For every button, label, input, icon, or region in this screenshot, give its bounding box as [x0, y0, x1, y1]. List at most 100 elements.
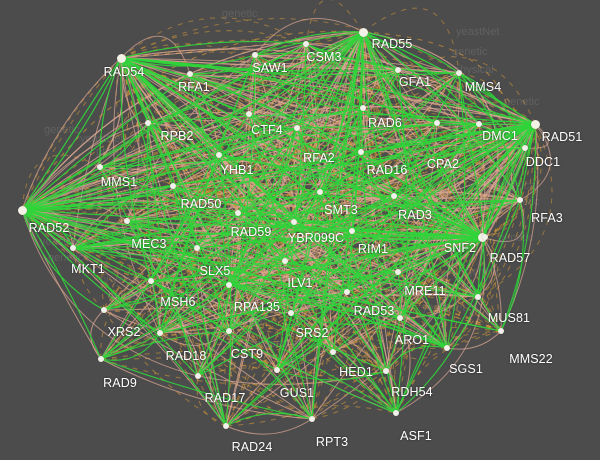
- graph-node-asf1[interactable]: [393, 410, 399, 416]
- graph-edge-yeastNet: [147, 31, 364, 124]
- graph-node-mus81[interactable]: [475, 294, 481, 300]
- graph-edge-physical: [481, 199, 525, 242]
- graph-node-dmc1[interactable]: [476, 121, 482, 127]
- graph-edge-genetic: [519, 123, 536, 201]
- graph-node-rad18[interactable]: [157, 330, 163, 336]
- graph-node-rad24[interactable]: [223, 423, 229, 429]
- graph-node-rad50[interactable]: [170, 183, 176, 189]
- graph-node-rpb2[interactable]: [145, 120, 151, 126]
- graph-node-gus1[interactable]: [274, 367, 280, 373]
- graph-node-ctf4[interactable]: [246, 111, 252, 117]
- graph-node-rpa135[interactable]: [226, 282, 232, 288]
- node-label-slx5: SLX5: [199, 264, 231, 278]
- graph-edge-yeastNet: [99, 31, 364, 168]
- graph-node-sgs1[interactable]: [444, 345, 450, 351]
- graph-edge-yeastNet: [126, 123, 536, 222]
- graph-node-rfa1[interactable]: [187, 71, 193, 77]
- graph-edge-yeastNet: [305, 43, 460, 74]
- graph-node-rdh54[interactable]: [383, 368, 389, 374]
- graph-node-rad9[interactable]: [98, 356, 104, 362]
- graph-edge-genetic: [159, 323, 502, 334]
- graph-edge-yeastNet: [217, 284, 230, 332]
- graph-node-msh6[interactable]: [148, 278, 154, 284]
- graph-edge-genetic: [126, 69, 399, 222]
- graph-edge-genetic: [397, 56, 536, 125]
- graph-node-yhb1[interactable]: [216, 152, 222, 158]
- graph-node-rpt3[interactable]: [309, 416, 315, 422]
- graph-node-ybr099c[interactable]: [291, 219, 297, 225]
- graph-node-mms22[interactable]: [498, 328, 504, 334]
- graph-node-slx5[interactable]: [194, 245, 200, 251]
- graph-node-smt3[interactable]: [317, 189, 323, 195]
- graph-edge-yeastNet: [296, 127, 397, 414]
- graph-edge-yeastNet: [248, 113, 334, 353]
- node-label-csm3: CSM3: [306, 50, 342, 64]
- node-label-mms4: MMS4: [464, 80, 502, 94]
- graph-edge-yeastNet: [276, 123, 536, 371]
- node-label-rad18: RAD18: [165, 349, 207, 363]
- graph-edge-yeastNet: [296, 123, 536, 129]
- graph-node-mre11[interactable]: [395, 269, 401, 275]
- graph-edge-yeastNet: [103, 247, 198, 311]
- graph-edge-yeastNet: [218, 127, 298, 156]
- graph-node-ddc1[interactable]: [522, 145, 528, 151]
- graph-edge-yeastNet: [21, 107, 364, 211]
- graph-node-rad55[interactable]: [358, 27, 368, 37]
- graph-node-csm3[interactable]: [303, 41, 309, 47]
- graph-node-rad59[interactable]: [235, 210, 241, 216]
- graph-node-mms1[interactable]: [97, 164, 103, 170]
- edge-type-label: yeastNet: [62, 192, 106, 204]
- graph-edge-yeastNet: [72, 247, 502, 332]
- graph-node-xrs2[interactable]: [101, 307, 107, 313]
- node-label-rpb2: RPB2: [160, 129, 194, 143]
- graph-edge-yeastNet: [126, 220, 198, 249]
- graph-node-rad51[interactable]: [530, 119, 540, 129]
- graph-node-rad16[interactable]: [358, 149, 364, 155]
- graph-edge-yeastNet: [100, 358, 313, 420]
- graph-node-cst9[interactable]: [226, 328, 232, 334]
- graph-node-rfa3[interactable]: [517, 197, 523, 203]
- graph-edge-genetic: [446, 123, 536, 349]
- graph-edge-yeastNet: [189, 31, 364, 75]
- graph-edge-yeastNet: [436, 122, 526, 149]
- graph-node-hed1[interactable]: [330, 349, 336, 355]
- graph-node-ilv1[interactable]: [282, 258, 288, 264]
- graph-node-aro1[interactable]: [397, 315, 403, 321]
- graph-edge-genetic: [120, 57, 401, 319]
- graph-edge-genetic: [477, 123, 553, 298]
- graph-node-srs2[interactable]: [288, 310, 294, 316]
- graph-node-rad57[interactable]: [482, 234, 488, 240]
- graph-node-rad53[interactable]: [344, 289, 350, 295]
- graph-node-rad54[interactable]: [116, 53, 126, 63]
- graph-edge-genetic: [100, 123, 536, 360]
- graph-node-mkt1[interactable]: [70, 245, 76, 251]
- graph-edge-yeastNet: [296, 127, 397, 414]
- edge-type-label: genetic: [330, 254, 366, 266]
- graph-edge-yeastNet: [159, 221, 295, 334]
- graph-node-rad17[interactable]: [195, 373, 201, 379]
- graph-node-rad3[interactable]: [391, 193, 397, 199]
- graph-node-gfa1[interactable]: [395, 67, 401, 73]
- graph-edge-yeastNet: [72, 212, 239, 249]
- graph-edge-yeastNet: [332, 236, 486, 353]
- graph-edge-yeastNet: [395, 123, 536, 414]
- graph-node-rim1[interactable]: [349, 228, 355, 234]
- node-label-rim1: RIM1: [357, 242, 389, 256]
- node-label-rad51: RAD51: [541, 130, 583, 144]
- graph-edge-yeastNet: [225, 147, 526, 427]
- graph-node-saw1[interactable]: [252, 52, 258, 58]
- graph-node-rad6[interactable]: [360, 105, 366, 111]
- graph-node-mms4[interactable]: [456, 70, 462, 76]
- graph-node-rfa2[interactable]: [294, 125, 300, 131]
- graph-edge-yeastNet: [477, 199, 521, 298]
- graph-node-rad52[interactable]: [17, 205, 27, 215]
- graph-node-mec3[interactable]: [124, 218, 130, 224]
- edge-type-label: genetic: [310, 286, 346, 298]
- graph-edge-yeastNet: [500, 123, 536, 332]
- graph-node-cpa2[interactable]: [434, 120, 440, 126]
- graph-edge-yeastNet: [362, 31, 460, 74]
- graph-edge-yeastNet: [72, 221, 295, 249]
- graph-edge-yeastNet: [103, 236, 483, 311]
